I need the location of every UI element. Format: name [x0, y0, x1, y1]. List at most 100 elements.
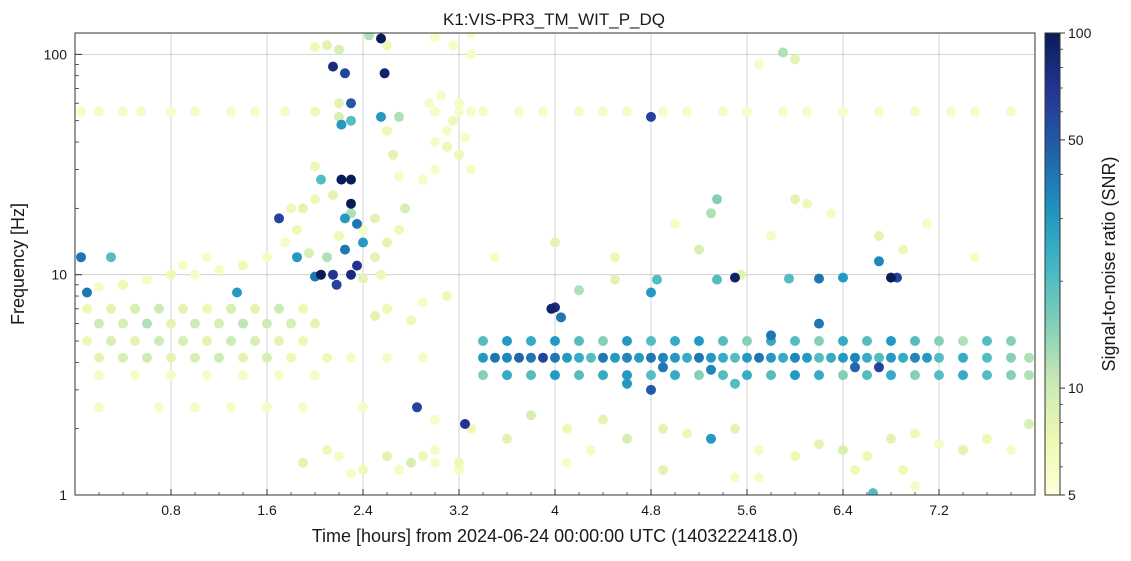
scatter-point	[646, 352, 656, 363]
scatter-point	[550, 370, 560, 381]
scatter-point	[382, 237, 392, 248]
scatter-point	[262, 252, 272, 263]
scatter-point	[850, 464, 860, 475]
scatter-point	[214, 352, 224, 363]
x-tick-label: 3.2	[449, 502, 469, 518]
scatter-point	[1006, 352, 1016, 363]
scatter-point	[814, 439, 824, 450]
scatter-point	[730, 272, 740, 283]
scatter-point	[238, 370, 248, 381]
scatter-point	[766, 230, 776, 241]
scatter-point	[178, 336, 188, 346]
scatter-point	[862, 451, 872, 462]
scatter-point	[336, 119, 347, 130]
scatter-point	[874, 230, 884, 241]
scatter-point	[646, 111, 656, 122]
scatter-point	[262, 318, 272, 329]
scatter-point	[376, 269, 386, 280]
scatter-point	[598, 336, 608, 346]
scatter-point	[742, 352, 752, 363]
y-axis-ticks: 1 10 100	[44, 46, 82, 503]
scatter-point	[826, 208, 836, 219]
chart-title: K1:VIS-PR3_TM_WIT_P_DQ	[443, 10, 665, 29]
scatter-point	[850, 352, 860, 363]
scatter-point	[538, 106, 548, 117]
scatter-point	[790, 352, 800, 363]
scatter-point	[754, 352, 764, 363]
scatter-point	[586, 352, 596, 363]
y-tick-label: 1	[59, 487, 67, 503]
scatter-point	[790, 451, 800, 462]
scatter-point	[1024, 419, 1034, 429]
scatter-point	[262, 352, 272, 363]
scatter-point	[322, 252, 332, 263]
scatter-point	[310, 106, 320, 117]
scatter-point	[712, 194, 722, 205]
scatter-point	[622, 370, 632, 381]
scatter-point	[370, 252, 380, 263]
scatter-point	[556, 312, 566, 323]
scatter-point	[382, 303, 392, 314]
scatter-point	[766, 330, 776, 341]
scatter-point	[706, 433, 716, 444]
scatter-point	[574, 352, 584, 363]
scatter-point	[334, 230, 344, 241]
scatter-point	[418, 352, 428, 363]
scatter-point	[886, 272, 896, 283]
scatter-point	[418, 174, 428, 185]
scatter-point	[718, 336, 728, 346]
scatter-point	[982, 433, 992, 444]
scatter-point	[358, 237, 368, 248]
scatter-point	[526, 410, 536, 421]
scatter-point	[94, 106, 104, 117]
scatter-point	[370, 310, 380, 321]
scatter-point	[106, 336, 116, 346]
scatter-point	[778, 352, 788, 363]
scatter-point	[406, 315, 416, 326]
scatter-point	[352, 218, 362, 229]
y-axis-label: Frequency [Hz]	[8, 203, 28, 325]
scatter-point	[622, 433, 632, 444]
x-tick-label: 4.8	[641, 502, 661, 518]
scatter-point	[226, 402, 236, 413]
scatter-point	[670, 352, 680, 363]
scatter-point	[298, 336, 308, 346]
scatter-point	[730, 352, 740, 363]
colorbar	[1044, 32, 1061, 496]
scatter-point	[430, 414, 440, 425]
scatter-point	[466, 49, 476, 60]
scatter-point	[310, 194, 320, 205]
scatter-point	[331, 279, 342, 290]
scatter-point	[682, 106, 692, 117]
scatter-point	[1006, 106, 1016, 117]
scatter-point	[442, 125, 452, 136]
scatter-point	[154, 303, 164, 314]
scatter-point	[778, 47, 788, 58]
scatter-point	[646, 336, 656, 346]
scatter-point	[838, 445, 848, 455]
scatter-point	[838, 370, 848, 381]
scatter-point	[190, 352, 200, 363]
scatter-point	[814, 352, 824, 363]
scatter-point	[82, 336, 92, 346]
x-tick-label: 6.4	[833, 502, 853, 518]
scatter-point	[874, 106, 884, 117]
scatter-point	[430, 457, 440, 468]
scatter-point	[574, 106, 584, 117]
scatter-point	[514, 352, 524, 363]
scatter-point	[352, 260, 362, 271]
scatter-point	[364, 33, 374, 41]
scatter-point	[694, 244, 704, 255]
scatter-point	[94, 352, 104, 363]
scatter-point	[346, 115, 356, 126]
scatter-point	[538, 352, 548, 363]
scatter-point	[790, 194, 800, 205]
scatter-point	[166, 318, 176, 329]
scatter-point	[646, 384, 656, 395]
scatter-point	[706, 208, 716, 219]
scatter-point	[310, 318, 320, 329]
scatter-point	[166, 269, 176, 280]
scatter-point	[130, 303, 140, 314]
scatter-point	[226, 106, 236, 117]
scatter-point	[340, 213, 350, 224]
